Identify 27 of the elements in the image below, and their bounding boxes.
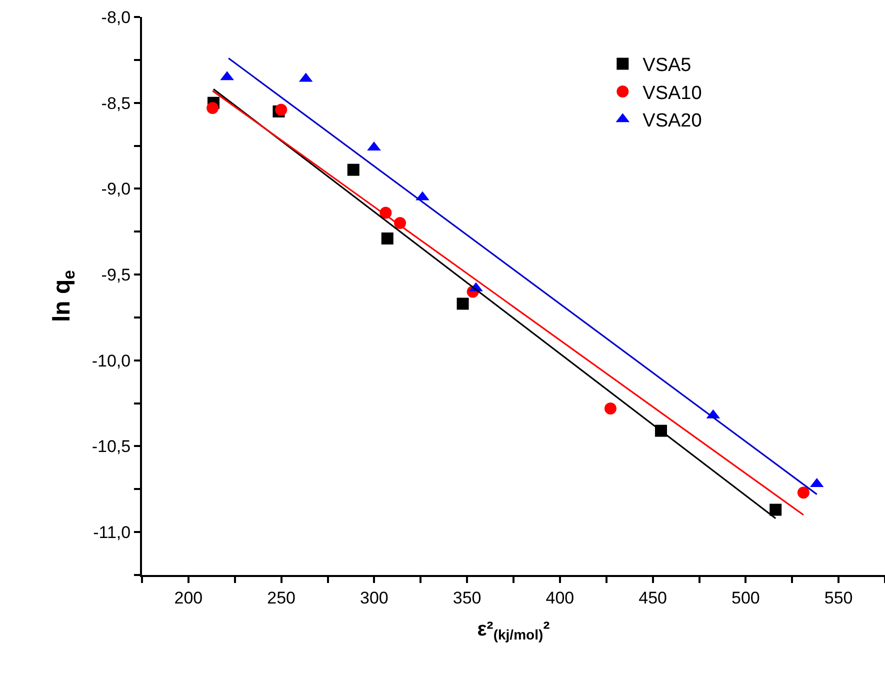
y-tick-label: -9,0	[101, 180, 131, 199]
point	[797, 486, 810, 499]
y-tick-label: -8,0	[101, 8, 131, 27]
point	[456, 298, 469, 310]
x-tick-label: 500	[732, 588, 760, 608]
y-tick-label: -10,0	[92, 351, 131, 370]
point	[206, 102, 219, 114]
point	[275, 104, 288, 116]
y-tick-label: -10,5	[92, 437, 131, 456]
legend-label: VSA5	[642, 55, 692, 76]
x-tick-label: 450	[638, 588, 667, 608]
y-tick-label: -11,0	[93, 523, 131, 542]
point	[604, 402, 616, 414]
x-tick-label: 250	[267, 588, 296, 608]
point	[770, 504, 782, 516]
legend-label: VSA10	[642, 82, 702, 104]
legend-label: VSA20	[642, 110, 702, 132]
point	[347, 164, 360, 176]
x-tick-label: 350	[452, 588, 482, 608]
y-tick-label: -8,5	[101, 94, 131, 113]
point	[381, 232, 394, 244]
x-tick-label: 550	[824, 588, 853, 608]
x-tick-label: 300	[360, 588, 388, 608]
x-tick-label: 200	[174, 588, 203, 608]
x-axis-title: ε²$_{(kj/mol)}$²	[477, 618, 550, 643]
y-tick-label: -9,5	[101, 265, 131, 284]
x-tick-label: 400	[546, 588, 574, 608]
